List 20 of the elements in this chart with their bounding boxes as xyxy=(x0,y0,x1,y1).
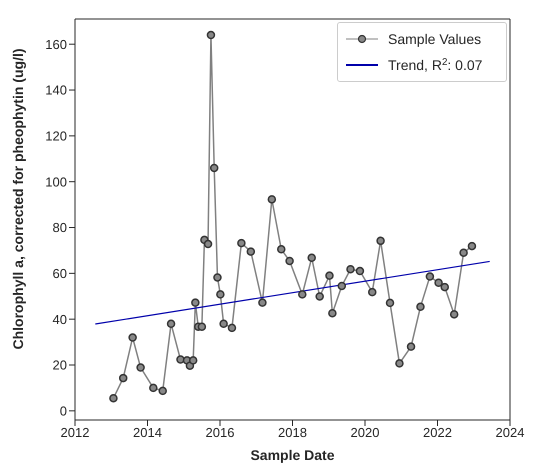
y-axis-title: Chlorophyll a, corrected for pheophytin (ug/l) xyxy=(10,48,26,350)
legend-label: Sample Values xyxy=(388,31,482,47)
x-tick-label: 2014 xyxy=(133,425,162,440)
y-tick-label: 60 xyxy=(52,266,67,281)
x-tick-label: 2016 xyxy=(206,425,234,440)
x-tick-label: 2020 xyxy=(350,425,380,440)
y-tick-label: 0 xyxy=(60,403,67,418)
y-tick-label: 20 xyxy=(52,358,67,373)
y-tick-label: 160 xyxy=(45,36,67,52)
x-axis-title: Sample Date xyxy=(250,447,335,463)
y-tick-label: 80 xyxy=(52,220,67,236)
y-tick-label: 120 xyxy=(45,128,67,144)
x-tick-label: 2018 xyxy=(278,425,307,440)
x-tick-label: 2022 xyxy=(423,425,452,440)
y-tick-label: 140 xyxy=(45,82,67,98)
legend-label: Trend, R$^{2}$: 0.07 xyxy=(388,56,483,73)
x-tick-label: 2024 xyxy=(496,425,524,440)
y-tick-label: 100 xyxy=(45,174,67,190)
x-tick-label: 2012 xyxy=(60,425,90,440)
y-tick-label: 40 xyxy=(52,312,67,327)
